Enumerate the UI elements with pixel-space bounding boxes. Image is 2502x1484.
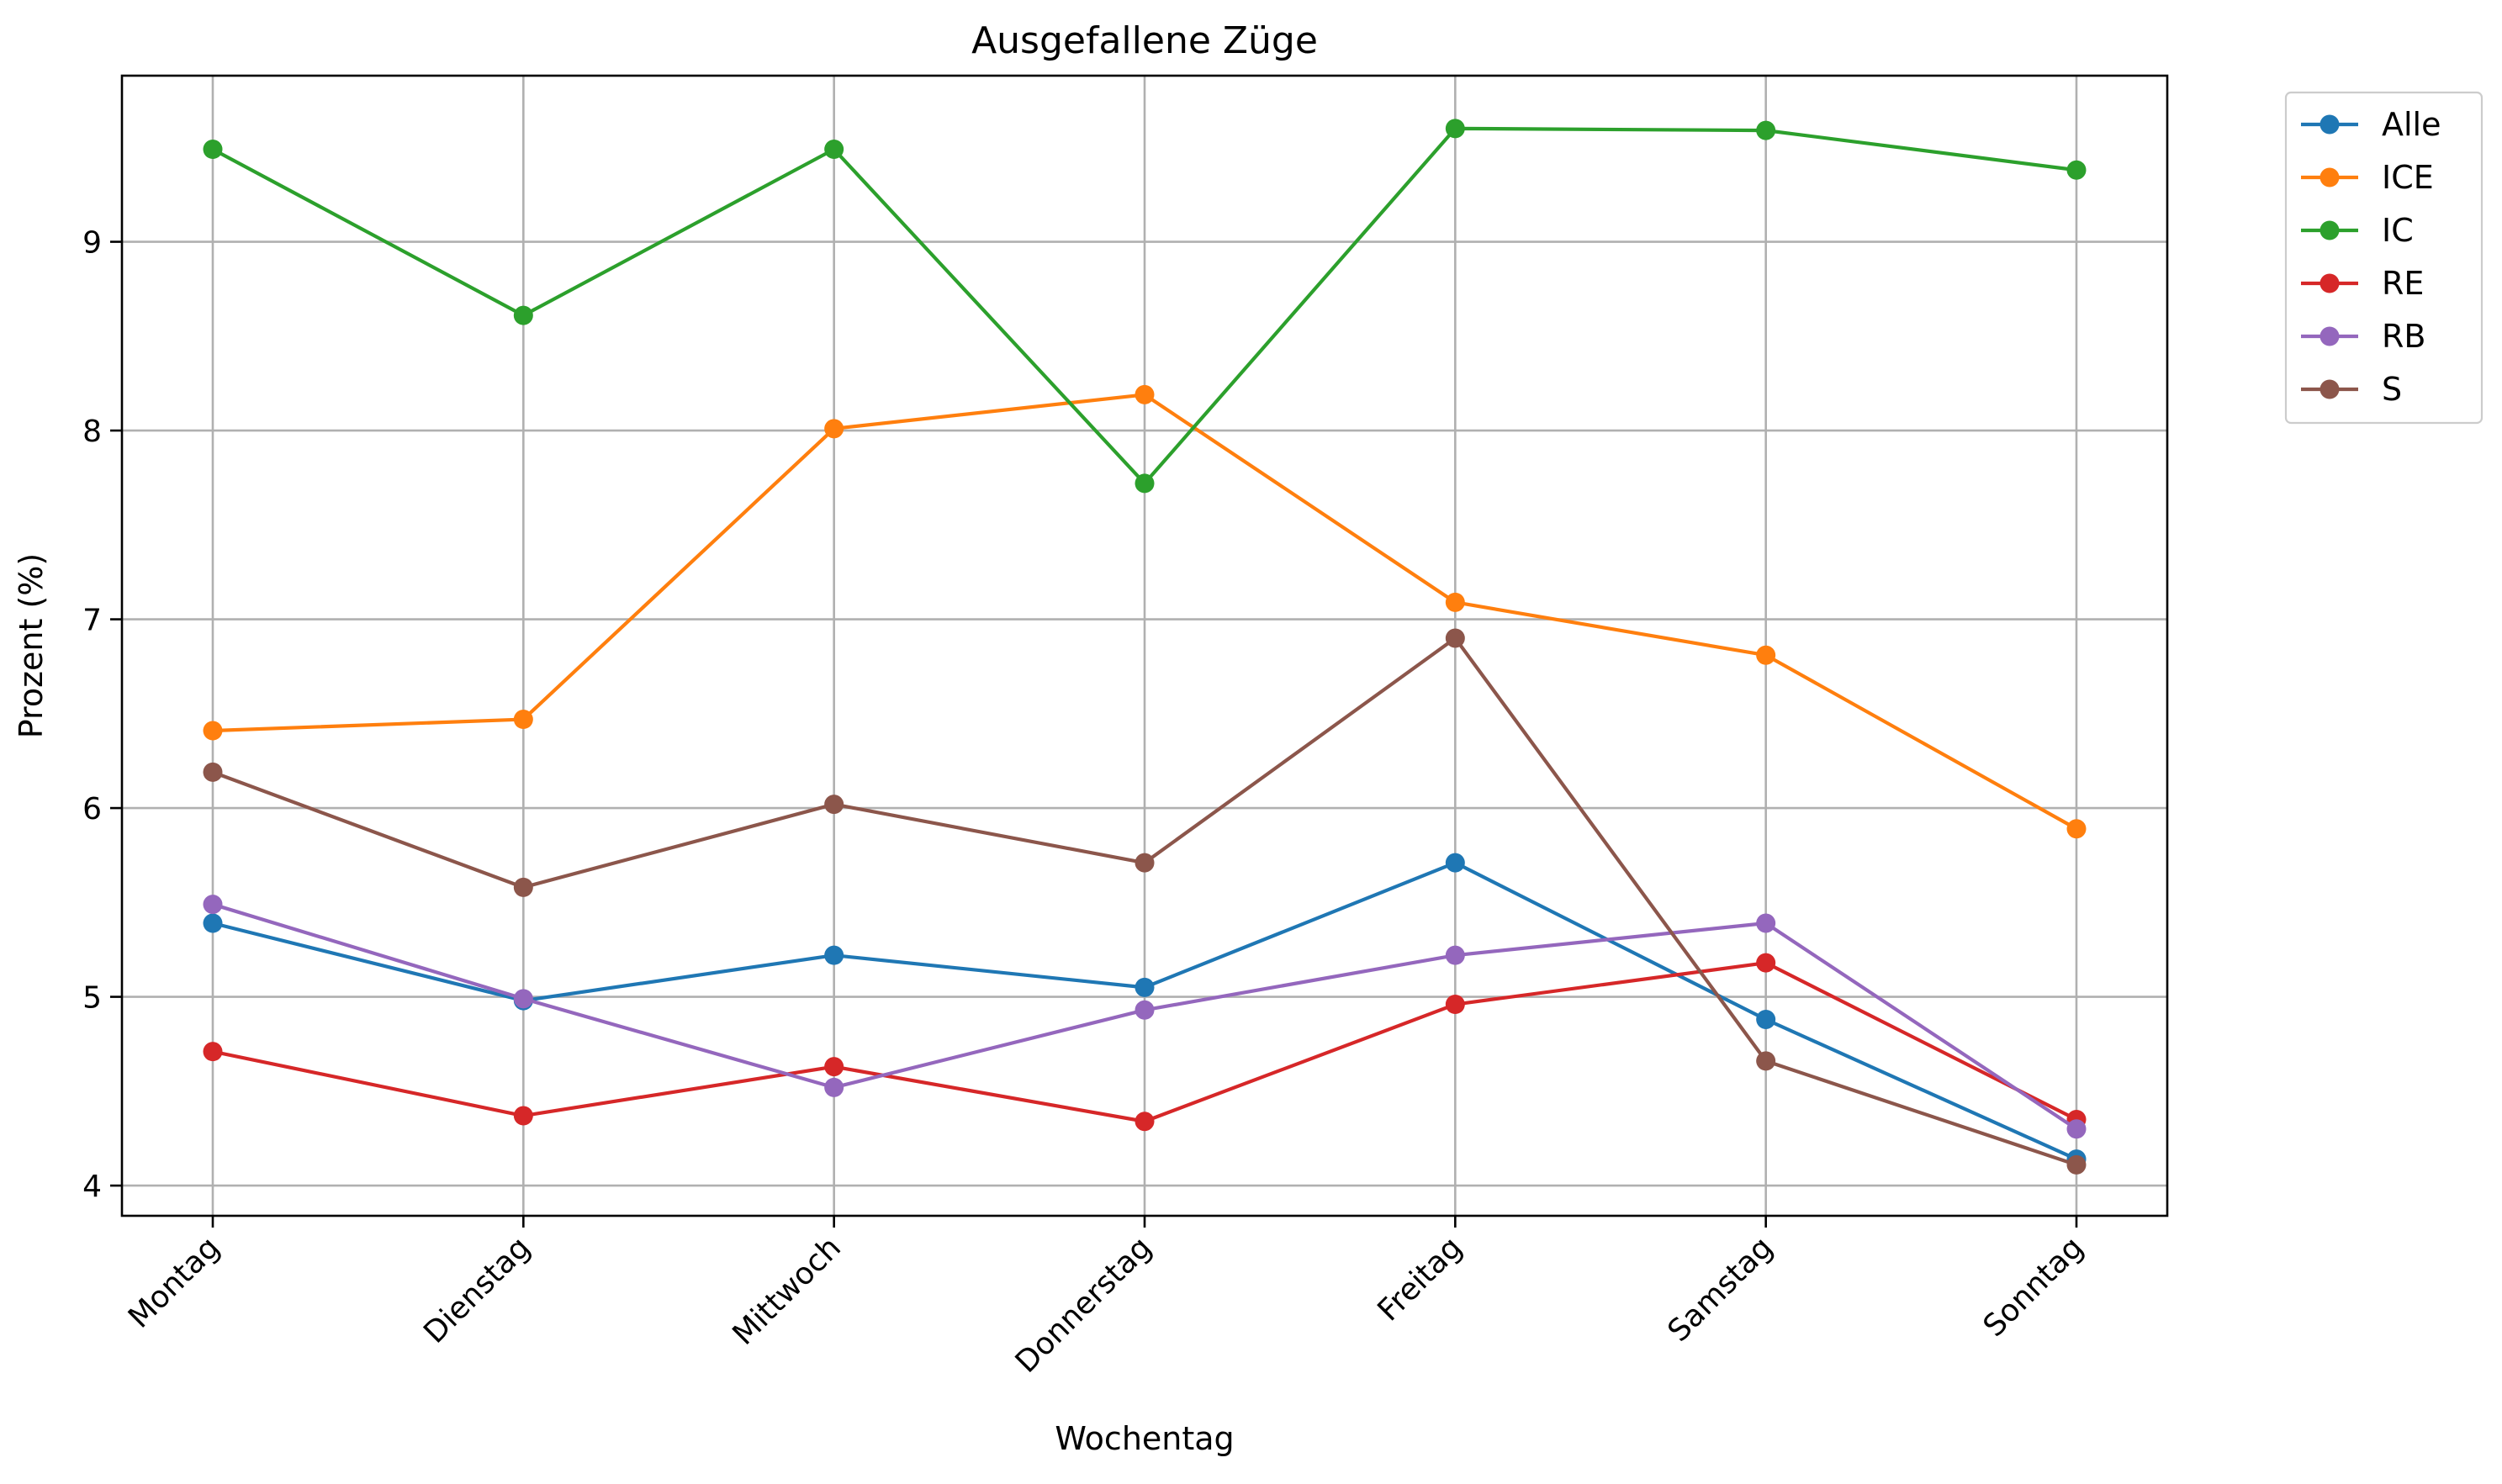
data-point: [2066, 1154, 2087, 1175]
data-point: [203, 1042, 223, 1062]
data-point: [513, 989, 533, 1009]
legend-marker: [2320, 326, 2340, 346]
data-point: [513, 877, 533, 897]
series-rb: [203, 895, 2087, 1139]
y-tick-label: 5: [82, 981, 102, 1016]
legend-label: Alle: [2382, 106, 2441, 143]
data-point: [824, 140, 844, 160]
data-point: [203, 895, 223, 915]
legend: Alle ICE IC RE RB S: [2284, 91, 2483, 425]
data-point: [1135, 1112, 1155, 1132]
data-point: [1445, 628, 1465, 648]
y-tick-label: 6: [82, 792, 102, 826]
legend-marker: [2320, 167, 2340, 187]
series-re: [203, 953, 2087, 1132]
legend-label: RE: [2382, 265, 2424, 302]
legend-item-rb: RB: [2301, 318, 2425, 355]
x-axis-label: Wochentag: [1055, 1420, 1234, 1457]
data-point: [1135, 384, 1155, 404]
data-point: [824, 1077, 844, 1097]
legend-item-s: S: [2301, 371, 2402, 408]
series-ice: [203, 384, 2087, 839]
data-point: [824, 1057, 844, 1077]
legend-item-re: RE: [2301, 265, 2424, 302]
legend-label: ICE: [2382, 159, 2434, 196]
data-point: [1756, 953, 1776, 973]
data-point: [1445, 119, 1465, 139]
legend-item-alle: Alle: [2301, 106, 2441, 143]
legend-marker: [2320, 220, 2340, 240]
legend-marker: [2320, 114, 2340, 135]
data-point: [1756, 120, 1776, 140]
data-point: [1445, 945, 1465, 965]
data-point: [1445, 995, 1465, 1015]
data-point: [1756, 1010, 1776, 1030]
legend-item-ic: IC: [2301, 212, 2414, 249]
y-tick-label: 4: [82, 1170, 102, 1204]
series-s: [203, 628, 2087, 1175]
legend-marker: [2320, 379, 2340, 399]
y-tick-label: 7: [82, 604, 102, 638]
data-point: [1756, 1051, 1776, 1071]
data-point: [513, 305, 533, 325]
data-point: [203, 721, 223, 741]
data-point: [203, 913, 223, 933]
legend-marker: [2320, 273, 2340, 293]
data-point: [1756, 645, 1776, 665]
data-point: [1445, 592, 1465, 612]
data-point: [203, 762, 223, 782]
data-point: [513, 1106, 533, 1126]
data-point: [1135, 977, 1155, 997]
data-point: [1756, 913, 1776, 933]
data-point: [2066, 160, 2087, 180]
y-tick-label: 8: [82, 415, 102, 449]
legend-label: S: [2382, 371, 2402, 408]
data-point: [203, 140, 223, 160]
data-point: [824, 945, 844, 965]
data-point: [1135, 853, 1155, 873]
legend-item-ice: ICE: [2301, 159, 2434, 196]
data-point: [824, 795, 844, 815]
data-point: [2066, 819, 2087, 839]
legend-label: IC: [2382, 212, 2414, 249]
data-point: [2066, 1119, 2087, 1139]
y-tick-label: 9: [82, 226, 102, 261]
series-ic: [203, 119, 2087, 494]
series-layer: [203, 119, 2087, 1175]
data-point: [1135, 473, 1155, 494]
data-point: [824, 419, 844, 439]
data-point: [1445, 853, 1465, 873]
y-axis-label: Prozent (%): [13, 553, 50, 738]
data-point: [1135, 1000, 1155, 1020]
legend-label: RB: [2382, 318, 2425, 355]
chart-title: Ausgefallene Züge: [971, 19, 1318, 62]
data-point: [513, 710, 533, 730]
